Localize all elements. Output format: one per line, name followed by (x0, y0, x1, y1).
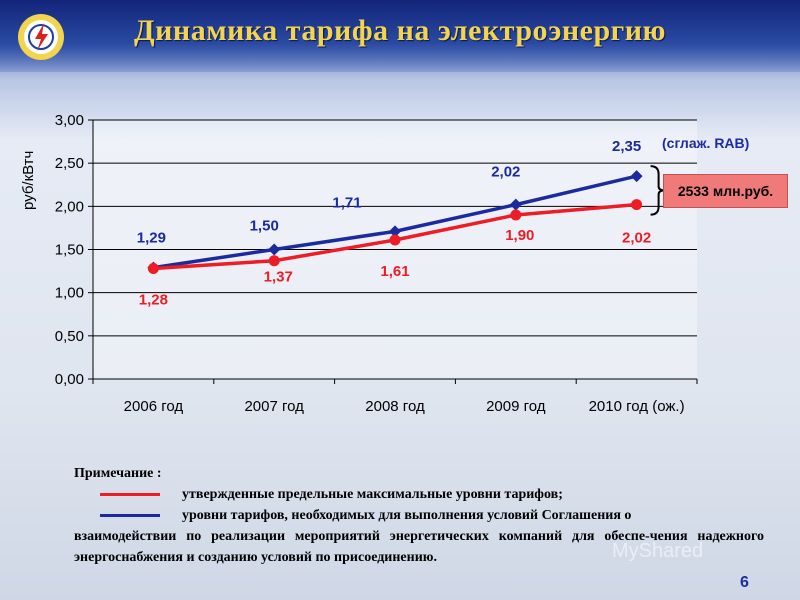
y-tick-label: 2,00 (55, 198, 84, 215)
point-blue (630, 170, 643, 183)
header-bar (0, 0, 800, 72)
data-label-red: 1,37 (264, 269, 293, 286)
data-label-blue: 2,02 (491, 164, 520, 181)
x-tick-label: 2007 год (244, 398, 304, 415)
data-label-red: 1,90 (505, 227, 534, 244)
point-red (631, 199, 643, 211)
x-tick-label: 2008 год (365, 398, 425, 415)
legend-red-text: утвержденные предельные максимальные уро… (182, 487, 563, 502)
red-line-swatch-icon (100, 493, 160, 496)
x-tick-label: 2010 год (ож.) (589, 398, 685, 415)
point-red (147, 262, 159, 274)
point-blue (389, 225, 401, 238)
data-label-red: 1,61 (380, 263, 409, 280)
x-tick-label: 2009 год (486, 398, 546, 415)
point-red (510, 209, 522, 221)
rab-annotation: (сглаж. RAB) (662, 135, 750, 151)
y-tick-label: 0,00 (55, 371, 84, 388)
data-label-blue: 1,29 (137, 230, 166, 247)
legend-row-red: утвержденные предельные максимальные уро… (74, 484, 764, 505)
data-label-red: 1,28 (139, 291, 168, 308)
page-title: Динамика тарифа на электроэнергию (134, 14, 666, 47)
y-axis-label: руб/кВтч (20, 150, 37, 210)
data-label-blue: 2,35 (612, 138, 641, 155)
point-blue (509, 198, 522, 211)
watermark-text: MyShared (612, 540, 704, 562)
y-tick-label: 2,50 (55, 155, 84, 172)
y-tick-label: 0,50 (55, 328, 84, 345)
page-number: 6 (740, 574, 749, 591)
point-red (389, 234, 401, 246)
y-tick-label: 1,50 (55, 242, 84, 259)
legend-row-blue: уровни тарифов, необходимых для выполнен… (74, 505, 764, 526)
notes-heading-row: Примечание : (74, 463, 764, 484)
y-tick-label: 1,00 (55, 285, 84, 302)
legend-blue-continuation: взаимодействии по реализации мероприятий… (74, 529, 764, 565)
blue-line-swatch-icon (100, 514, 160, 517)
notes-section: Примечание : утвержденные предельные мак… (74, 463, 764, 568)
point-blue (268, 243, 281, 256)
data-label-blue: 1,50 (250, 218, 279, 235)
data-label-red: 2,02 (622, 230, 651, 247)
notes-heading: Примечание : (74, 466, 162, 481)
point-red (268, 255, 280, 267)
y-tick-label: 3,00 (55, 112, 84, 129)
x-tick-label: 2006 год (124, 398, 184, 415)
company-logo-icon (18, 14, 64, 60)
legend-blue-text: уровни тарифов, необходимых для выполнен… (182, 508, 632, 523)
difference-badge: 2533 млн.руб. (663, 174, 788, 208)
tariff-line-chart: 0,00 0,50 1,00 1,50 2,00 2,50 3,00 2006 год 2007… (55, 112, 698, 415)
data-label-blue: 1,71 (332, 194, 361, 211)
